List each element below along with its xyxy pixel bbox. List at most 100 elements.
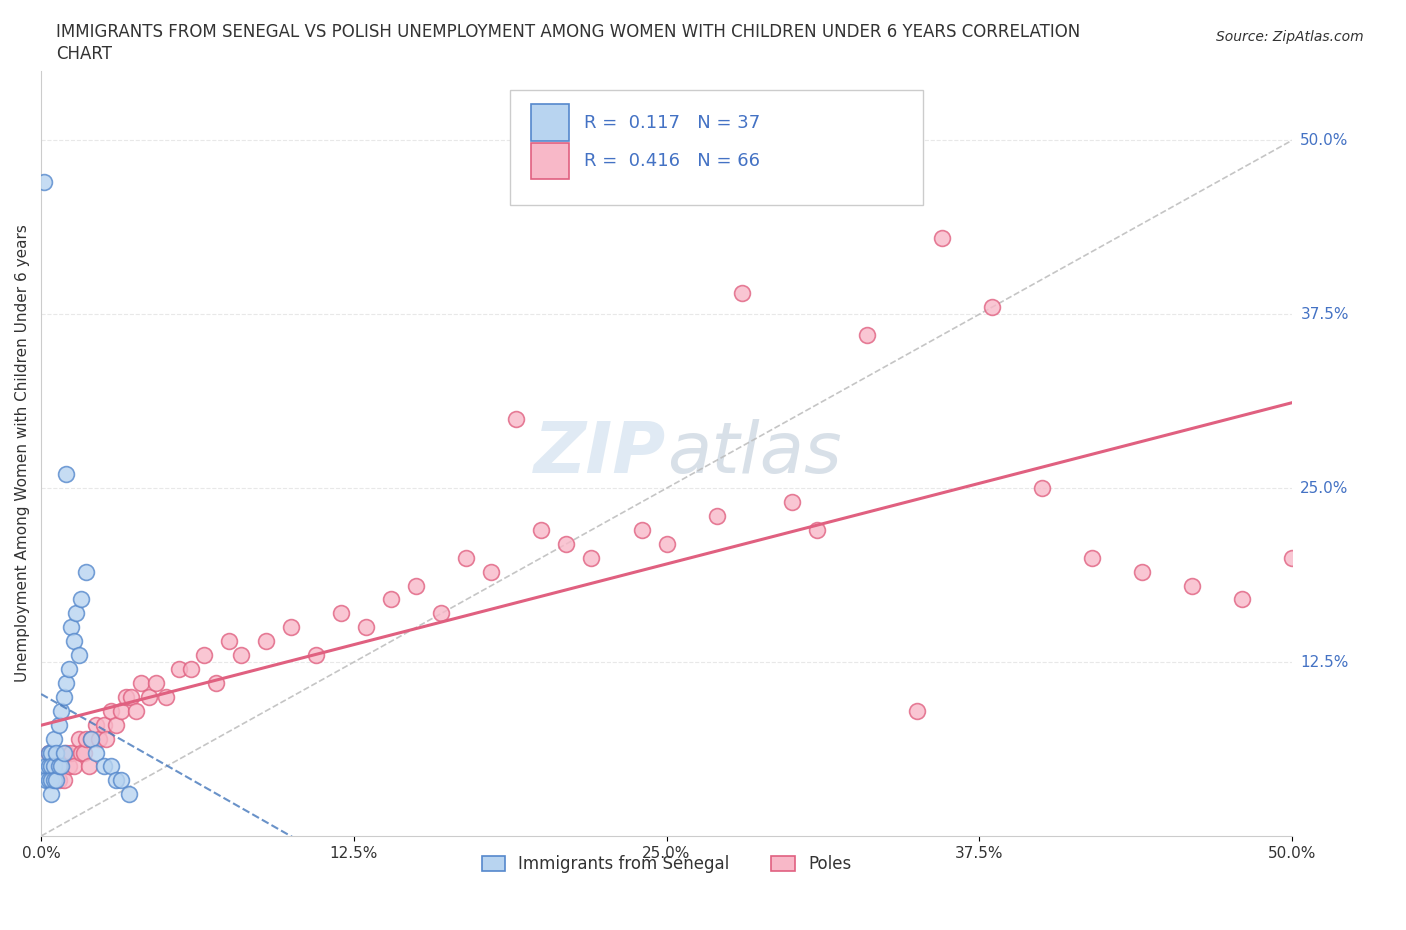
Point [49,703,72,718]
Point [62,633,84,648]
Point [52,689,75,704]
Point [35,773,58,788]
Point [1130,565,1153,579]
Point [115,689,138,704]
Point [55,467,77,482]
Point [48,759,70,774]
Point [45,745,67,760]
Point [105,717,128,732]
Point [58,661,80,676]
Point [39,745,62,760]
Point [49,759,72,774]
Point [110,703,132,718]
Point [96,731,118,746]
Point [100,759,122,774]
Point [1031,481,1053,496]
Point [55,745,77,760]
Point [70,592,93,607]
Point [630,523,652,538]
Text: atlas: atlas [666,418,841,488]
Point [180,661,202,676]
Point [405,578,427,593]
Point [39,787,62,802]
Point [45,773,67,788]
Point [84,717,107,732]
Point [60,745,83,760]
Text: 50.0%: 50.0% [1301,133,1348,148]
Point [430,606,453,621]
Point [254,633,277,648]
Point [72,745,94,760]
Point [39,773,62,788]
Text: 25.0%: 25.0% [1301,481,1348,496]
Point [67,647,90,662]
Point [42,759,65,774]
Point [70,745,93,760]
Point [75,565,97,579]
Text: CHART: CHART [56,45,112,62]
Point [655,537,678,551]
Point [38,773,60,788]
Point [456,551,478,565]
Point [60,620,83,635]
Point [505,411,527,426]
Point [38,745,60,760]
Text: R =  0.117   N = 37: R = 0.117 N = 37 [583,113,761,132]
Bar [531,104,569,141]
Point [120,689,142,704]
Point [280,620,302,635]
Point [42,759,65,774]
Text: ZIP: ZIP [534,418,666,488]
Point [48,773,70,788]
Point [58,759,80,774]
Point [806,523,828,538]
Point [555,537,578,551]
Point [42,731,65,746]
Y-axis label: Unemployment Among Women with Children Under 6 years: Unemployment Among Women with Children U… [15,224,30,683]
Point [145,675,167,690]
Point [52,745,75,760]
Point [49,759,72,774]
Point [1230,592,1253,607]
Point [42,773,65,788]
Point [93,759,115,774]
Point [80,731,103,746]
Point [48,717,70,732]
Point [32,175,55,190]
Point [118,787,141,802]
Point [39,759,62,774]
Point [55,675,77,690]
Point [80,731,103,746]
Point [905,703,928,718]
Point [980,299,1002,314]
Text: 12.5%: 12.5% [1301,655,1348,670]
Point [1181,578,1204,593]
Point [330,606,353,621]
Point [780,495,803,510]
Point [218,633,240,648]
Point [231,647,253,662]
Point [356,620,378,635]
Legend: Immigrants from Senegal, Poles: Immigrants from Senegal, Poles [474,846,859,882]
Point [581,551,603,565]
Point [105,773,128,788]
Text: 37.5%: 37.5% [1301,307,1348,322]
Point [125,703,148,718]
Point [65,606,87,621]
Point [87,731,110,746]
Point [38,759,60,774]
Point [110,773,132,788]
Point [93,717,115,732]
Point [77,759,100,774]
Point [52,773,75,788]
Point [75,731,97,746]
Point [167,661,190,676]
Point [67,731,90,746]
Point [380,592,402,607]
Point [138,689,160,704]
Point [62,759,84,774]
Point [35,759,58,774]
Point [481,565,503,579]
Point [100,703,122,718]
Point [155,689,177,704]
